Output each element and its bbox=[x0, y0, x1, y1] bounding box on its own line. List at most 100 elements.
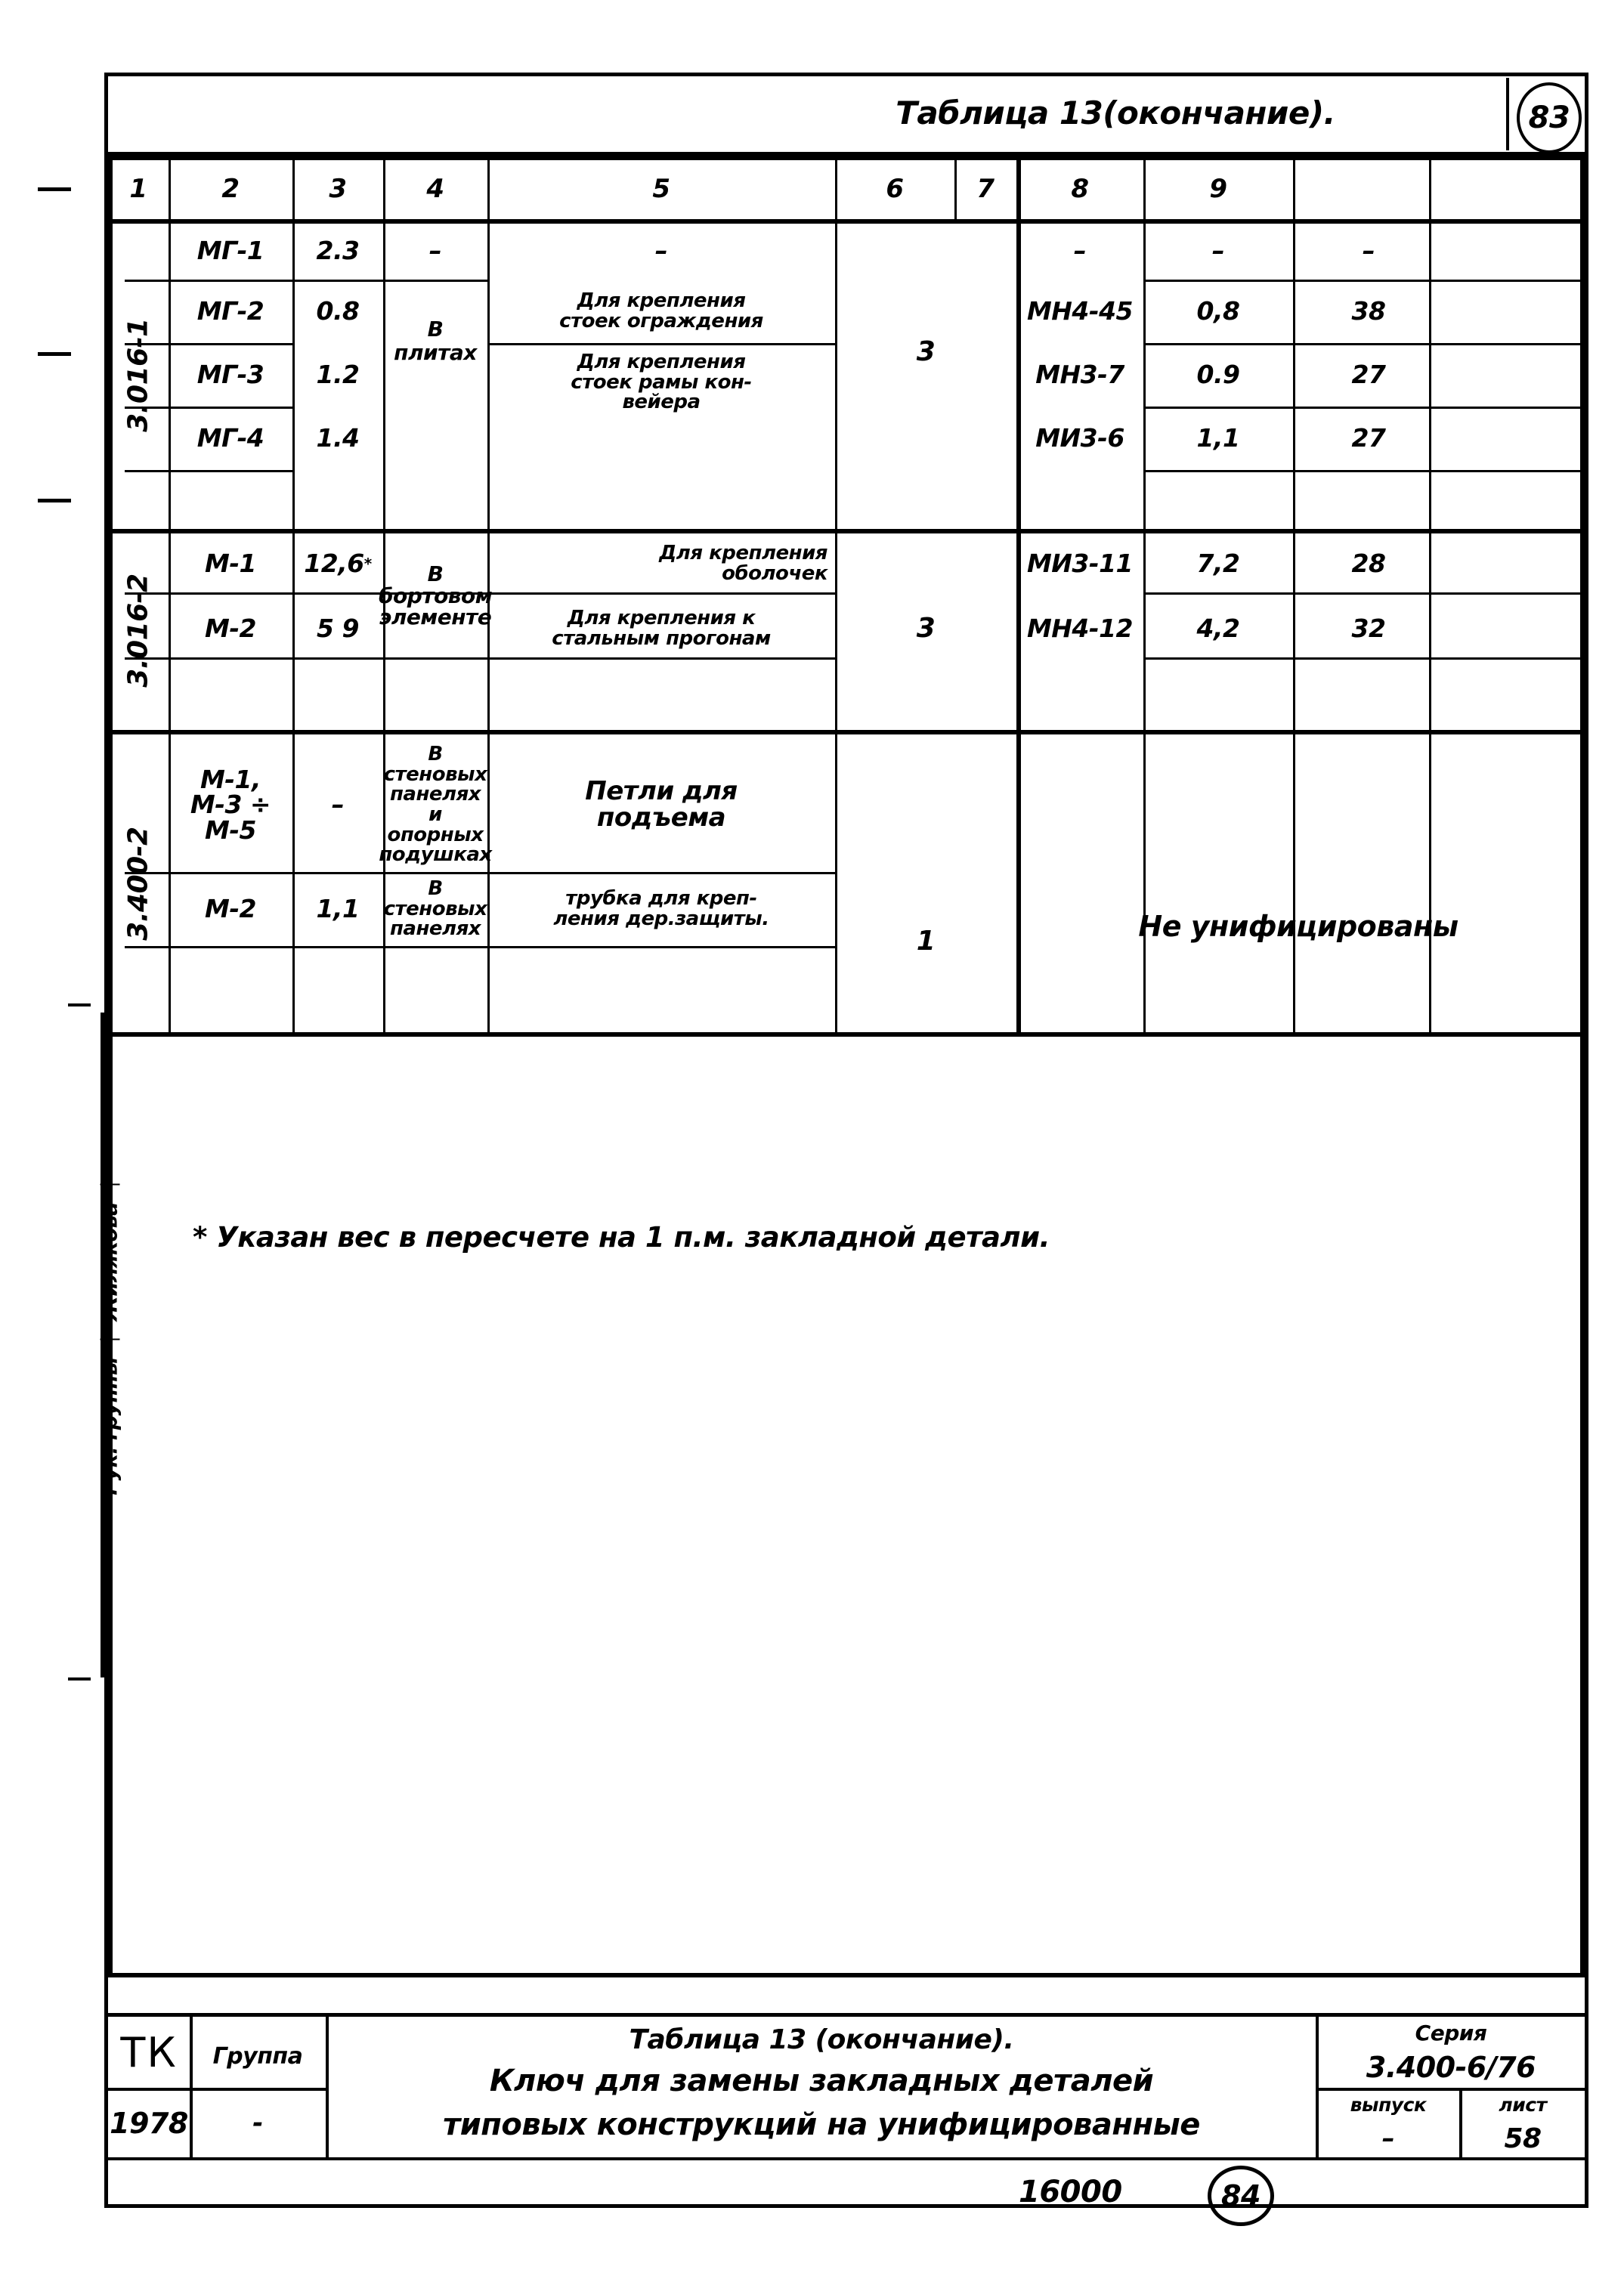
vrule-c7 bbox=[1016, 156, 1021, 1032]
unified-weight-b1r3: 0.9 bbox=[1196, 359, 1240, 389]
tb-title-line-3: типовых конструкций на унифицированные bbox=[443, 2107, 1200, 2142]
table-caption-row: Таблица 13(окончание). 83 bbox=[108, 76, 1585, 156]
rule-b2r1-right bbox=[1143, 592, 1585, 595]
col-header-8: 8 bbox=[1071, 173, 1089, 204]
weight-b1r1: 2.3 bbox=[316, 235, 360, 265]
purpose-b1r1: – bbox=[654, 235, 668, 266]
purpose-b2r1: Для крепления оболочек bbox=[659, 542, 827, 585]
rule-b2r2 bbox=[125, 657, 835, 660]
col-header-9: 9 bbox=[1209, 173, 1227, 204]
weight-b3r1: – bbox=[331, 789, 345, 820]
rule-b1r1-right bbox=[1143, 280, 1585, 282]
rule-b1r4-right bbox=[1143, 470, 1585, 472]
margin-tick-5 bbox=[68, 1677, 91, 1681]
unified-b1r1: – bbox=[1073, 235, 1087, 266]
tb-organization-code: ТК bbox=[120, 2028, 178, 2076]
rule-b2r2-right bbox=[1143, 657, 1585, 660]
page-number-text: 83 bbox=[1517, 82, 1582, 153]
col-header-4: 4 bbox=[426, 173, 444, 204]
tb-hrule-bottom bbox=[108, 2157, 1585, 2160]
col-header-2: 2 bbox=[221, 173, 240, 204]
rule-b1r3 bbox=[125, 407, 292, 409]
margin-tick-2 bbox=[38, 352, 71, 356]
rule-b1r2 bbox=[125, 343, 292, 345]
unified-count-b1r4: 27 bbox=[1351, 422, 1386, 453]
margin-rule bbox=[101, 1013, 104, 1677]
col-header-10 bbox=[1293, 159, 1444, 219]
weight-b2r1-note: * bbox=[363, 554, 372, 573]
location-b1r1: – bbox=[428, 235, 442, 266]
series-label-block-3: 3.400-2 bbox=[122, 826, 154, 941]
margin-tick-1 bbox=[38, 187, 71, 191]
unified-b1r2: МН4-45 bbox=[1026, 295, 1134, 326]
col-header-1: 1 bbox=[129, 173, 147, 204]
rule-b1r2-right bbox=[1143, 343, 1585, 345]
purpose-b1r2: Для крепления стоек ограждения bbox=[559, 289, 763, 332]
col-header-7: 7 bbox=[976, 173, 995, 204]
unified-weight-b1r4: 1,1 bbox=[1196, 422, 1240, 453]
unified-weight-b1r1: – bbox=[1211, 235, 1225, 266]
unified-count-b2r1: 28 bbox=[1351, 548, 1386, 578]
mark-b1r4: МГ-4 bbox=[196, 422, 264, 453]
location-block-1: В плитах bbox=[394, 316, 477, 365]
tb-hrule-1 bbox=[108, 2088, 326, 2091]
purpose-b3r1: Петли для подъема bbox=[585, 776, 738, 833]
unified-weight-b2r1: 7,2 bbox=[1196, 548, 1240, 578]
rule-b3r1 bbox=[125, 872, 835, 874]
location-block-2: В бортовом элементе bbox=[378, 561, 493, 630]
tb-issue-label: выпуск bbox=[1350, 2093, 1427, 2116]
mark-b3r1: М-1, М-3 ÷ М-5 bbox=[190, 764, 271, 845]
footnote-text: * Указан вес в пересчете на 1 п.м. закла… bbox=[193, 1221, 1050, 1254]
title-block: ТК 1978 Группа - Таблица 13 (окончание).… bbox=[108, 2013, 1585, 2160]
weight-b1r2: 0.8 bbox=[316, 295, 360, 326]
margin-tick-3 bbox=[38, 499, 71, 502]
purpose-b3r2: трубка для креп- ления дер.защиты. bbox=[553, 887, 769, 930]
purpose-b2r2: Для крепления к стальным прогонам bbox=[552, 607, 771, 650]
rule-b1r2-mid bbox=[487, 343, 835, 345]
main-table: 1 2 3 4 5 6 7 8 9 3.016-1 МГ-1 2.3 – – –… bbox=[108, 156, 1585, 1977]
rule-block1-end bbox=[108, 529, 1585, 533]
mark-b3r2: М-2 bbox=[205, 893, 257, 923]
qty-block-1: 3 bbox=[916, 335, 936, 367]
rule-b1r3-right bbox=[1143, 407, 1585, 409]
mark-b1r3: МГ-3 bbox=[196, 359, 264, 389]
series-label-block-1: 3.016-1 bbox=[122, 317, 154, 432]
weight-b1r4: 1.4 bbox=[316, 422, 360, 453]
tb-main-title: Таблица 13 (окончание). Ключ для замены … bbox=[329, 2020, 1314, 2157]
col-header-6: 6 bbox=[886, 173, 904, 204]
page-number-badge: 83 bbox=[1506, 78, 1582, 153]
series-label-block-2: 3.016-2 bbox=[122, 573, 154, 688]
mark-b2r2: М-2 bbox=[205, 613, 257, 643]
qty-block-2: 3 bbox=[916, 612, 936, 644]
not-unified-note: Не унифицированы bbox=[1138, 909, 1459, 943]
tb-series-value: 3.400-6/76 bbox=[1366, 2051, 1536, 2084]
left-margin-stamp: Рук. группы Жилякова bbox=[65, 1013, 122, 1677]
mark-b2r1: М-1 bbox=[205, 548, 257, 578]
foot-code-text: 16000 bbox=[1019, 2175, 1122, 2209]
foot-page-badge: 84 bbox=[1208, 2166, 1274, 2226]
unified-weight-b2r2: 4,2 bbox=[1196, 613, 1240, 643]
qty-block-3: 1 bbox=[916, 925, 936, 957]
tb-group-value: - bbox=[252, 2108, 263, 2138]
weight-b3r2: 1,1 bbox=[316, 893, 360, 923]
rule-top bbox=[108, 156, 1585, 160]
vrule-c2 bbox=[292, 156, 295, 1032]
mark-b1r2: МГ-2 bbox=[196, 295, 264, 326]
table-caption-text: Таблица 13(окончание). bbox=[896, 94, 1335, 131]
rule-b2r1-mid bbox=[487, 592, 835, 595]
tb-title-line-2: Ключ для замены закладных деталей bbox=[489, 2064, 1154, 2098]
vrule-c5 bbox=[835, 156, 837, 1032]
tb-year: 1978 bbox=[110, 2107, 188, 2140]
page-border bbox=[104, 73, 1588, 2208]
tb-vrule-4 bbox=[1459, 2088, 1462, 2160]
tb-sheet-value: 58 bbox=[1504, 2123, 1542, 2154]
rule-block2-end bbox=[108, 730, 1585, 734]
vrule-c3 bbox=[383, 156, 385, 1032]
rule-table-bottom bbox=[108, 1973, 1585, 1977]
unified-count-b1r3: 27 bbox=[1351, 359, 1386, 389]
tb-issue-value: – bbox=[1381, 2123, 1395, 2154]
rule-b3r2 bbox=[125, 946, 835, 948]
purpose-b1r3: Для крепления стоек рамы кон- вейера bbox=[571, 351, 752, 414]
vrule-left bbox=[108, 156, 113, 1032]
rule-b1r1 bbox=[125, 280, 487, 282]
